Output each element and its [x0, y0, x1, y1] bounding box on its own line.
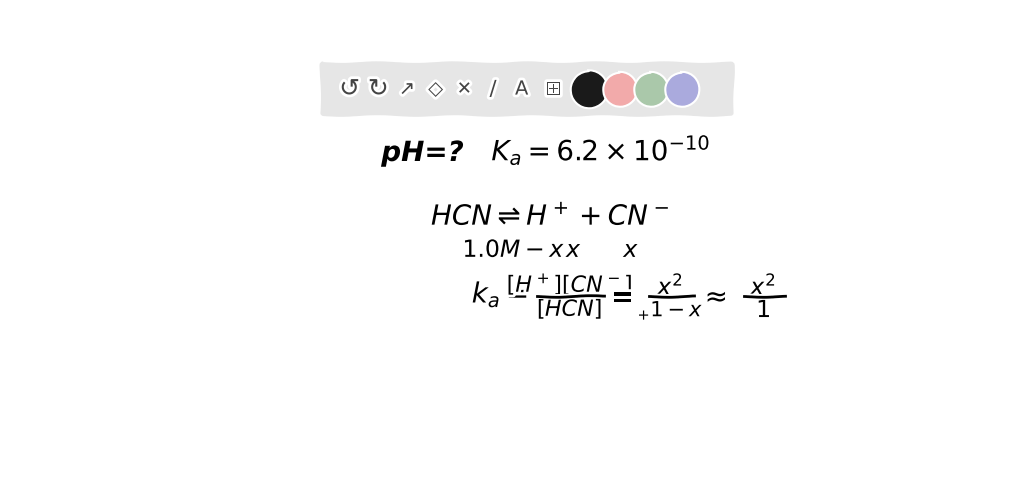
Text: $[HCN]$: $[HCN]$	[537, 298, 602, 321]
Circle shape	[572, 72, 607, 106]
Text: $K_a = 6.2 \times 10^{-10}$: $K_a = 6.2 \times 10^{-10}$	[492, 132, 711, 167]
Text: A: A	[515, 80, 528, 98]
Text: $x$: $x$	[624, 238, 640, 262]
Text: pH=?: pH=?	[381, 139, 464, 167]
Text: ✕: ✕	[457, 80, 472, 98]
Text: $\approx$: $\approx$	[699, 284, 727, 312]
Text: /: /	[489, 79, 497, 99]
Text: $x$: $x$	[566, 238, 583, 262]
Text: ↗: ↗	[398, 80, 415, 98]
Text: $x^2$: $x^2$	[657, 273, 684, 300]
Circle shape	[605, 74, 636, 104]
Text: $_{+}1-x$: $_{+}1-x$	[637, 298, 703, 322]
Text: ⊞: ⊞	[545, 79, 562, 99]
FancyBboxPatch shape	[321, 62, 734, 116]
Text: ↺: ↺	[339, 77, 360, 101]
Text: $x^2$: $x^2$	[751, 273, 777, 300]
Text: ↻: ↻	[368, 77, 389, 101]
Circle shape	[668, 74, 698, 104]
Text: $HCN \rightleftharpoons H^+ + CN^-$: $HCN \rightleftharpoons H^+ + CN^-$	[431, 203, 670, 231]
Text: $1.0M - x$: $1.0M - x$	[463, 238, 565, 262]
Text: $k_a =$: $k_a =$	[472, 278, 528, 309]
Text: ◇: ◇	[428, 80, 443, 98]
Text: $[H^+][CN^-]$: $[H^+][CN^-]$	[507, 272, 633, 298]
Text: $1$: $1$	[756, 298, 771, 322]
Circle shape	[636, 74, 668, 104]
Text: =: =	[610, 284, 634, 312]
